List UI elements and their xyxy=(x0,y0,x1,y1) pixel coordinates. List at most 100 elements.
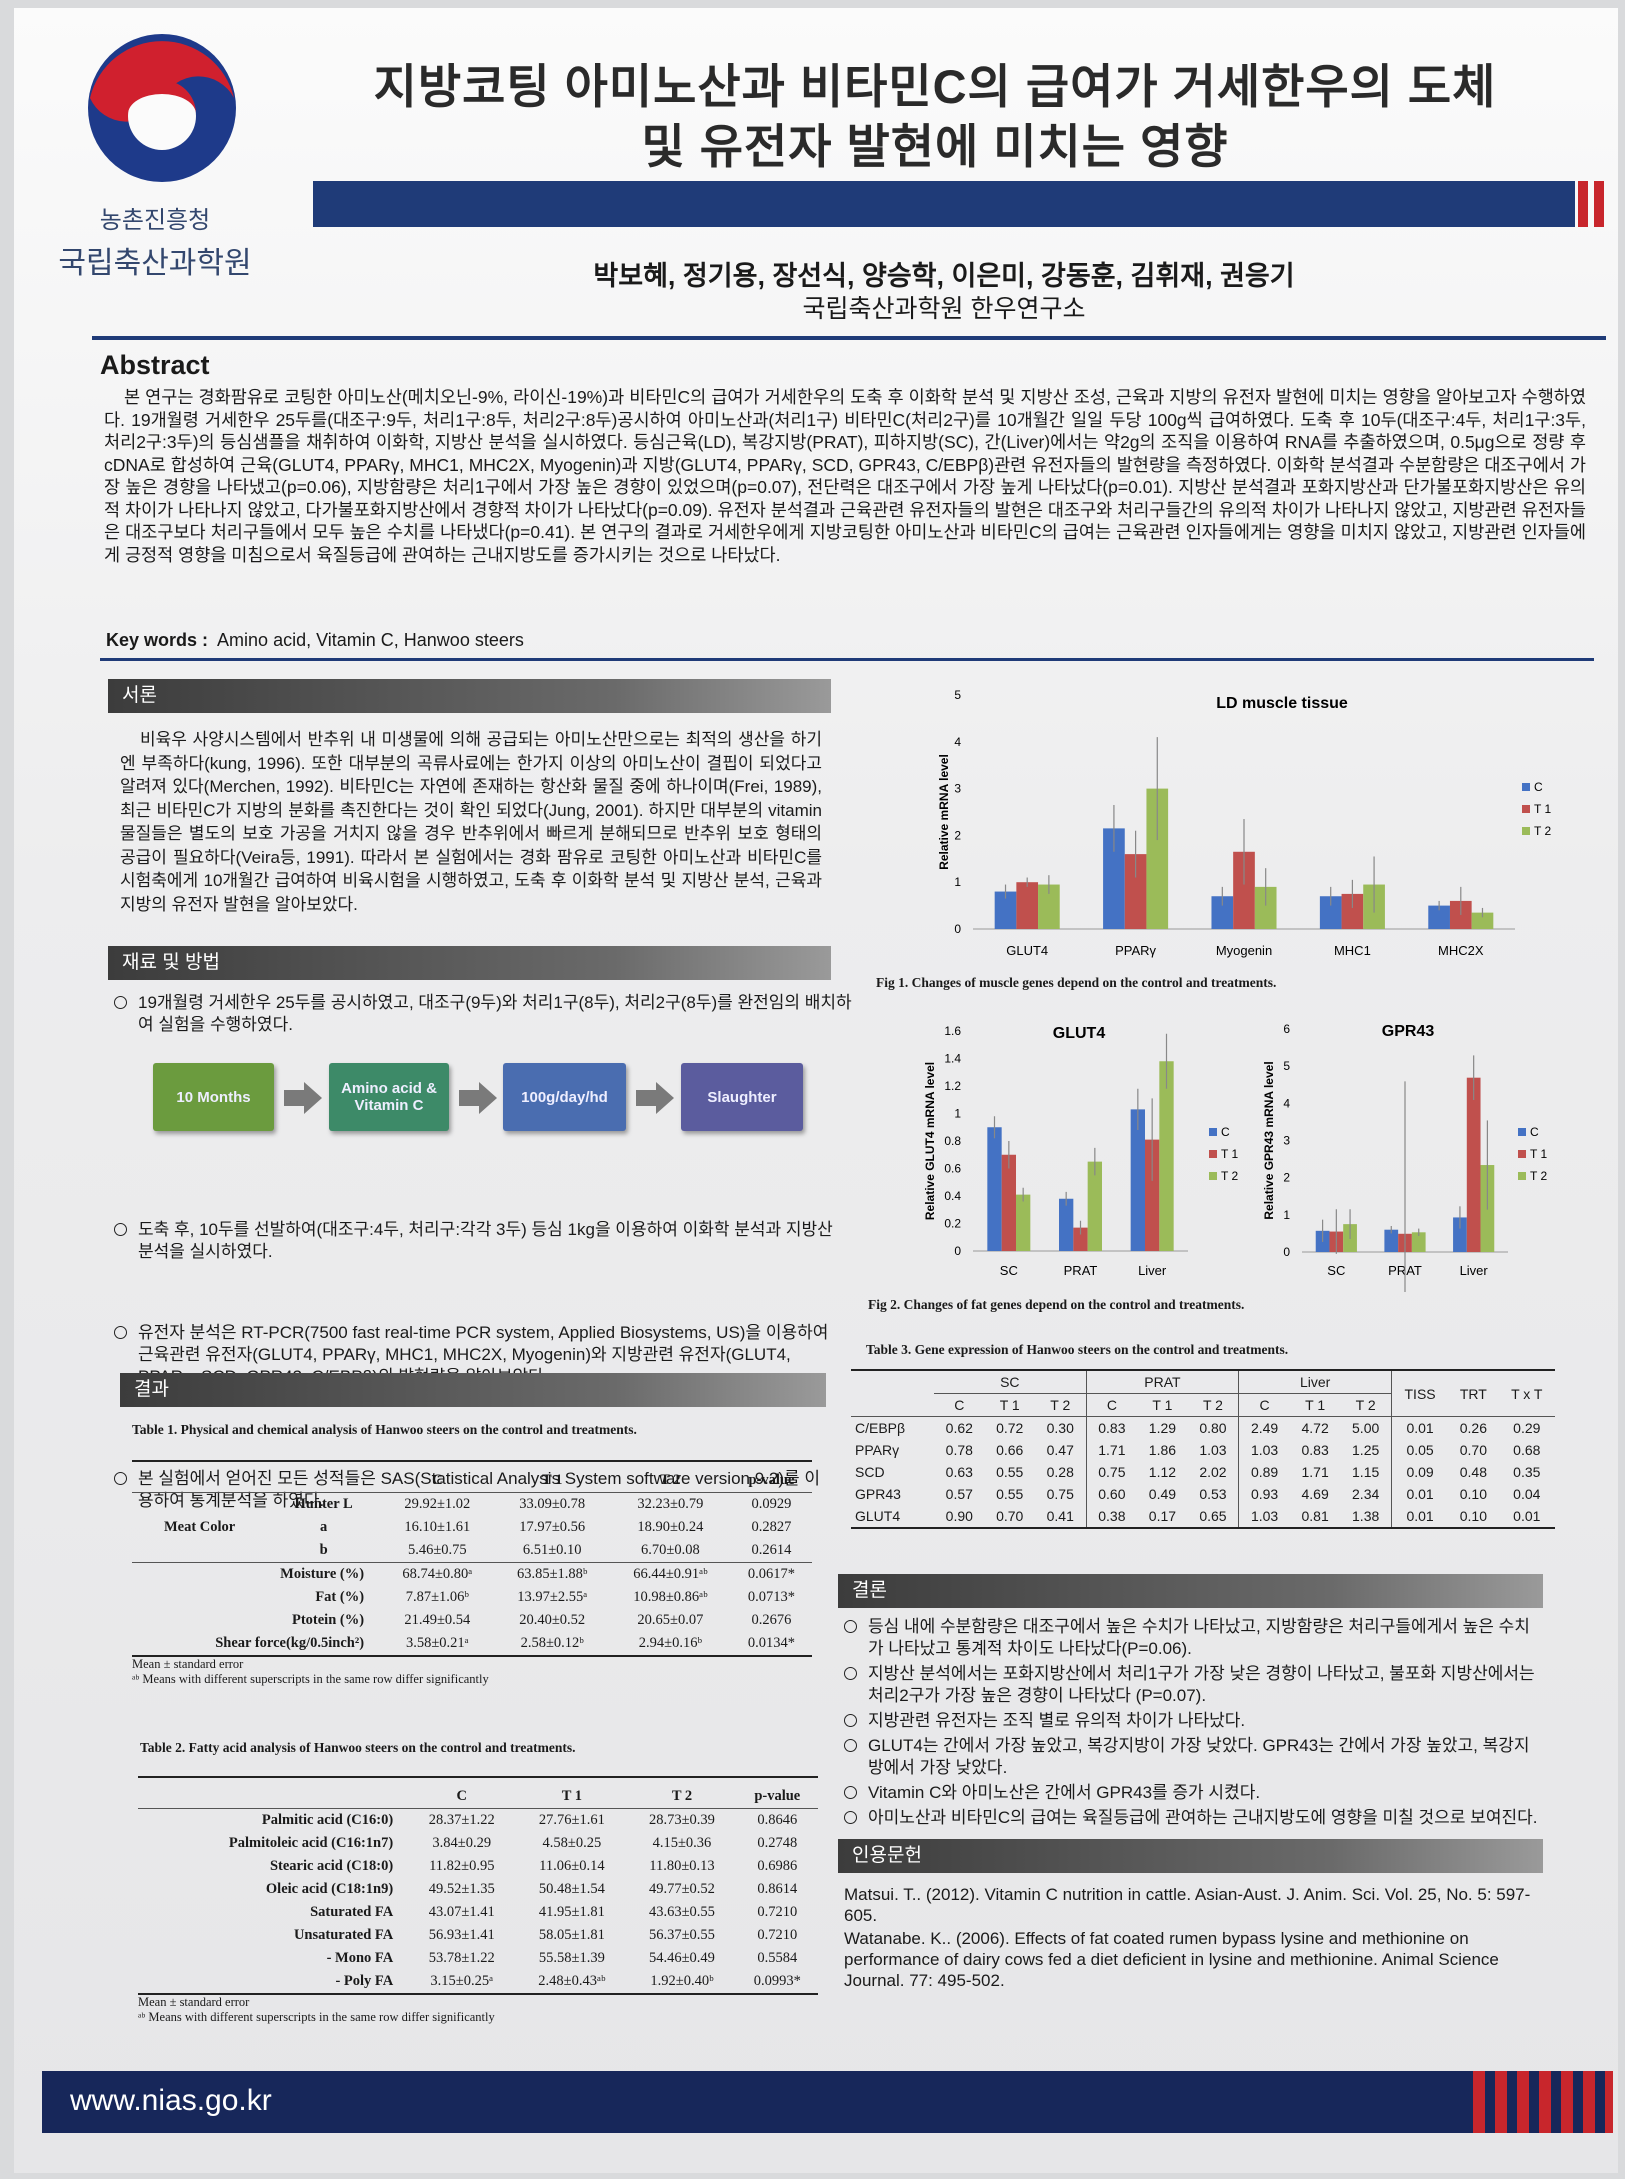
row-label: Ptotein (%) xyxy=(291,1612,365,1628)
table-note: Mean ± standard error xyxy=(138,1995,250,2009)
table-cell: 0.80 xyxy=(1187,1416,1240,1439)
legend-swatch xyxy=(1522,783,1530,791)
y-tick-label: 1 xyxy=(1283,1208,1290,1222)
authors: 박보혜, 정기용, 장선식, 양승학, 이은미, 강동훈, 김휘재, 권응기 xyxy=(593,261,1295,291)
stat-header: TISS xyxy=(1404,1385,1436,1402)
bar xyxy=(1233,851,1255,929)
y-tick-label: 5 xyxy=(954,688,961,702)
table-cell: 0.57 xyxy=(945,1486,973,1502)
row-label: GLUT4 xyxy=(855,1508,901,1524)
method-text: 도축 후, 10두를 선발하여(대조구:4두, 처리구:각각 3두) 등심 1k… xyxy=(138,1220,833,1261)
flow-arrow xyxy=(284,1082,322,1114)
bar xyxy=(1016,1194,1031,1251)
y-tick-label: 1.2 xyxy=(944,1079,961,1093)
table-cell: 2.94±0.16ᵇ xyxy=(638,1635,702,1651)
table-cell: 41.95±1.81 xyxy=(538,1904,605,1920)
rule xyxy=(92,336,1606,340)
column-header: C xyxy=(432,1472,443,1488)
table-cell: 1.71 xyxy=(1301,1464,1329,1480)
table-cell: 0.55 xyxy=(996,1486,1024,1502)
bar xyxy=(1087,1161,1102,1251)
table-cell: 0.66 xyxy=(996,1442,1024,1458)
table-cell: 32.23±0.79 xyxy=(637,1496,704,1512)
y-tick-label: 1 xyxy=(954,1107,961,1121)
sub-header: C xyxy=(1259,1397,1270,1413)
column-header: T 1 xyxy=(542,1472,563,1488)
group-header: SC xyxy=(934,1370,1087,1394)
legend-label: T 1 xyxy=(1530,1147,1547,1161)
chart: 0 0.2 0.4 0.6 0.8 1 1.2 1.4 1.6 SC PRAT Liver GLUT4 R… xyxy=(923,1024,1238,1278)
table-row: Palmitoleic acid (C16:1n7) 3.84±0.29 4.58±… xyxy=(138,1832,818,1855)
flow-arrow xyxy=(459,1082,497,1114)
table-cell: 4.69 xyxy=(1301,1486,1329,1502)
y-tick-label: 5 xyxy=(1283,1059,1290,1073)
table1: C T 1 T 2 p-value Meat Color Hunter L 29.92±1.… xyxy=(132,1460,812,1657)
column-header: p-value xyxy=(754,1788,801,1804)
table-row: C/EBPβ 0.62 0.72 0.30 0.83 1.29 0.80 2.49 4.72 5.… xyxy=(851,1416,1555,1439)
method-item: 본 실험에서 얻어진 모든 성적들은 SAS(Statistical Analy… xyxy=(112,1468,828,1512)
bar xyxy=(987,1127,1002,1251)
table-cell: 11.82±0.95 xyxy=(429,1858,495,1874)
chart-title: LD muscle tissue xyxy=(1216,695,1348,712)
bar xyxy=(1016,882,1039,929)
table-cell: 43.63±0.55 xyxy=(648,1904,715,1920)
legend-swatch xyxy=(1522,805,1530,813)
table-cell: 16.10±1.61 xyxy=(404,1519,471,1535)
row-label: Palmitoleic acid (C16:1n7) xyxy=(228,1835,394,1851)
section-heading: 서론 xyxy=(108,679,831,713)
table-cell: 0.0134* xyxy=(747,1635,796,1651)
column-header: T 1 xyxy=(561,1788,583,1804)
table-row: Moisture (%) 68.74±0.80ᵃ 63.85±1.88ᵇ 66.44±… xyxy=(132,1562,812,1587)
bar xyxy=(1466,1077,1481,1252)
y-axis-label: Relative GLUT4 mRNA level xyxy=(923,1062,937,1220)
table-cell: 0.2614 xyxy=(751,1542,792,1558)
table-cell: 0.2748 xyxy=(757,1835,798,1851)
sub-header: T 1 xyxy=(1152,1397,1173,1413)
table-cell: 1.03 xyxy=(1250,1508,1279,1524)
column-header: T 2 xyxy=(671,1788,693,1804)
method-item: 도축 후, 10두를 선발하여(대조구:4두, 처리구:각각 3두) 등심 1k… xyxy=(112,1219,838,1263)
table-row: GLUT4 0.90 0.70 0.41 0.38 0.17 0.65 1.03 0.81 1.3… xyxy=(851,1505,1555,1528)
table-cell: 11.80±0.13 xyxy=(649,1858,715,1874)
table-cell: 0.7210 xyxy=(757,1904,798,1920)
legend-label: T 1 xyxy=(1221,1147,1238,1161)
table-cell: 0.2827 xyxy=(751,1519,792,1535)
sub-header: T 1 xyxy=(1305,1397,1326,1413)
table-cell: 6.70±0.08 xyxy=(641,1542,700,1558)
table-cell: 6.51±0.10 xyxy=(522,1542,582,1558)
bullet xyxy=(844,1739,857,1752)
table-cell: 2.58±0.12ᵇ xyxy=(520,1635,584,1651)
conclusion-text: 지방관련 유전자는 조직 별로 유의적 차이가 나타났다. xyxy=(868,1711,1246,1730)
row-label: PPARγ xyxy=(855,1442,900,1458)
legend-label: T 2 xyxy=(1221,1169,1238,1183)
legend-label: C xyxy=(1221,1125,1230,1139)
table-note: ᵃᵇ Means with different superscripts in … xyxy=(138,2010,495,2024)
keywords-text: Amino acid, Vitamin C, Hanwoo steers xyxy=(217,630,524,650)
bar xyxy=(1411,1232,1426,1252)
y-tick-label: 3 xyxy=(1283,1134,1290,1148)
table-cell: 0.55 xyxy=(996,1464,1024,1480)
table-cell: 0.29 xyxy=(1513,1420,1541,1436)
intro-text: 비육우 사양시스템에서 반추위 내 미생물에 의해 공급되는 아미노산만으로는 … xyxy=(120,730,822,914)
bar xyxy=(1319,896,1342,929)
table-cell: 50.48±1.54 xyxy=(538,1881,605,1897)
table-cell: 0.78 xyxy=(945,1442,973,1458)
y-tick-label: 0.4 xyxy=(944,1189,961,1203)
header-row: C T 1 T 2 C T 1 T 2 C T 1 T 2 xyxy=(851,1393,1555,1417)
table-cell: 0.70 xyxy=(996,1508,1024,1524)
group-header: PRAT xyxy=(1086,1370,1240,1394)
row-label: - Poly FA xyxy=(335,1973,394,1989)
table-cell: 54.46±0.49 xyxy=(648,1950,715,1966)
table-cell: 0.8614 xyxy=(757,1881,798,1897)
conclusion-text: 등심 내에 수분함량은 대조구에서 높은 수치가 나타났고, 지방함량은 처리구… xyxy=(868,1617,1530,1658)
table-cell: 2.49 xyxy=(1250,1420,1279,1436)
x-tick-label: SC xyxy=(1327,1263,1345,1278)
table-cell: 0.26 xyxy=(1459,1420,1487,1436)
table-cell: 11.06±0.14 xyxy=(539,1858,605,1874)
abstract-heading: Abstract xyxy=(100,350,210,380)
table-row: Saturated FA 43.07±1.41 41.95±1.81 43.63±0.… xyxy=(138,1901,818,1924)
table-cell: 0.0929 xyxy=(751,1496,792,1512)
header-row: SC PRAT Liver TISS TRT T x T xyxy=(851,1370,1555,1402)
y-tick-label: 4 xyxy=(1283,1096,1290,1110)
